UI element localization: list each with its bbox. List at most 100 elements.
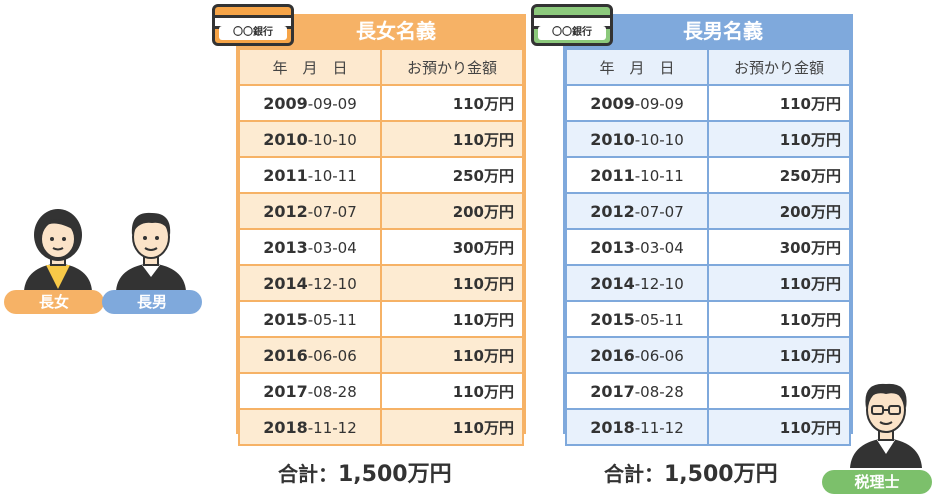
table-row: 2013-03-04 300万円 [565,228,851,266]
date-month-day: -08-28 [307,382,357,401]
date-year: 2009 [590,93,635,113]
daughter-total: 合計：1,500万円 [278,456,452,488]
bank-card-icon: 〇〇銀行 [531,4,613,46]
date-month-day: -05-11 [307,310,357,329]
amount-cell: 200万円 [707,192,851,230]
table-row: 2011-10-11 250万円 [238,156,524,194]
date-year: 2012 [590,201,635,221]
amount-cell: 110万円 [380,300,524,338]
date-year: 2010 [263,129,308,149]
date-month-day: -06-06 [634,346,684,365]
daughter-account-panel: 長女名義 年 月 日 お預かり金額 2009-09-09 110万円 2010-10… [236,14,526,446]
bank-card-icon: 〇〇銀行 [212,4,294,46]
date-year: 2014 [263,273,308,293]
date-cell: 2014-12-10 [238,264,382,302]
son-account-panel: 長男名義 年 月 日 お預かり金額 2009-09-09 110万円 2010-10… [563,14,853,446]
table-row: 2014-12-10 110万円 [238,264,524,302]
total-label: 合計： [278,462,338,486]
daughter-icon [24,209,92,291]
table-row: 2013-03-04 300万円 [238,228,524,266]
date-cell: 2015-05-11 [565,300,709,338]
date-month-day: -06-06 [307,346,357,365]
date-month-day: -07-07 [307,202,357,221]
total-value: 1,500万円 [664,462,778,487]
date-cell: 2011-10-11 [238,156,382,194]
amount-cell: 110万円 [380,372,524,410]
amount-cell: 110万円 [707,120,851,158]
date-year: 2018 [590,417,635,437]
table-row: 2011-10-11 250万円 [565,156,851,194]
date-month-day: -05-11 [634,310,684,329]
date-month-day: -12-10 [307,274,357,293]
table-row: 2016-06-06 110万円 [565,336,851,374]
date-year: 2011 [263,165,308,185]
date-month-day: -09-09 [634,94,684,113]
date-cell: 2015-05-11 [238,300,382,338]
date-cell: 2014-12-10 [565,264,709,302]
amount-cell: 110万円 [707,264,851,302]
date-cell: 2013-03-04 [238,228,382,266]
date-cell: 2011-10-11 [565,156,709,194]
table-row: 2018-11-12 110万円 [565,408,851,446]
date-month-day: -09-09 [307,94,357,113]
amount-cell: 110万円 [380,264,524,302]
son-badge: 長男 [102,290,202,314]
date-year: 2013 [263,237,308,257]
date-month-day: -11-12 [307,418,357,437]
table-row: 2009-09-09 110万円 [565,84,851,122]
table-row: 2015-05-11 110万円 [238,300,524,338]
total-label: 合計： [604,462,664,486]
daughter-account-title: 長女名義 [356,19,436,43]
date-cell: 2010-10-10 [238,120,382,158]
table-row: 2016-06-06 110万円 [238,336,524,374]
amount-cell: 110万円 [707,336,851,374]
date-cell: 2016-06-06 [238,336,382,374]
date-cell: 2012-07-07 [565,192,709,230]
date-year: 2017 [590,381,635,401]
date-cell: 2012-07-07 [238,192,382,230]
date-cell: 2017-08-28 [238,372,382,410]
total-value: 1,500万円 [338,462,452,487]
date-month-day: -07-07 [634,202,684,221]
date-year: 2013 [590,237,635,257]
date-cell: 2018-11-12 [238,408,382,446]
table-row: 2009-09-09 110万円 [238,84,524,122]
tax-accountant-icon [850,383,922,468]
date-month-day: -12-10 [634,274,684,293]
son-account-title: 長男名義 [683,19,763,43]
amount-cell: 110万円 [707,372,851,410]
bank-card-label: 〇〇銀行 [219,26,287,40]
amount-header: お預かり金額 [380,48,524,86]
son-total: 合計：1,500万円 [604,456,778,488]
date-cell: 2016-06-06 [565,336,709,374]
date-year: 2018 [263,417,308,437]
son-account-table: 年 月 日 お預かり金額 2009-09-09 110万円 2010-10-10 11… [565,48,851,446]
date-cell: 2009-09-09 [238,84,382,122]
amount-cell: 110万円 [707,408,851,446]
date-month-day: -10-10 [634,130,684,149]
date-month-day: -11-12 [634,418,684,437]
amount-cell: 300万円 [707,228,851,266]
amount-cell: 250万円 [380,156,524,194]
date-month-day: -08-28 [634,382,684,401]
table-row: 2012-07-07 200万円 [238,192,524,230]
date-month-day: -03-04 [307,238,357,257]
date-cell: 2010-10-10 [565,120,709,158]
amount-cell: 110万円 [380,408,524,446]
date-year: 2012 [263,201,308,221]
table-row: 2017-08-28 110万円 [565,372,851,410]
amount-cell: 300万円 [380,228,524,266]
amount-cell: 250万円 [707,156,851,194]
amount-cell: 110万円 [380,84,524,122]
daughter-account-table: 年 月 日 お預かり金額 2009-09-09 110万円 2010-10-10 11… [238,48,524,446]
table-row: 2014-12-10 110万円 [565,264,851,302]
date-cell: 2013-03-04 [565,228,709,266]
date-header: 年 月 日 [565,48,709,86]
amount-header: お預かり金額 [707,48,851,86]
daughter-badge: 長女 [4,290,104,314]
date-year: 2009 [263,93,308,113]
date-year: 2016 [590,345,635,365]
amount-cell: 110万円 [380,120,524,158]
table-row: 2010-10-10 110万円 [238,120,524,158]
table-row: 2018-11-12 110万円 [238,408,524,446]
